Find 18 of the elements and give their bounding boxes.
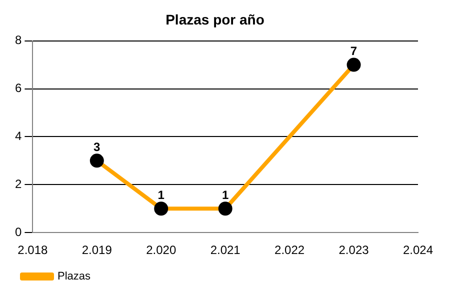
x-tick-label: 2.023 bbox=[338, 243, 370, 258]
y-tick-label: 6 bbox=[14, 81, 22, 96]
y-tick-label: 2 bbox=[14, 176, 22, 191]
data-label: 1 bbox=[158, 188, 165, 202]
x-tick-label: 2.019 bbox=[82, 243, 112, 258]
x-tick-label: 2.022 bbox=[274, 243, 305, 258]
data-label: 7 bbox=[350, 44, 358, 58]
data-label: 3 bbox=[94, 140, 101, 154]
y-tick-label: 4 bbox=[14, 129, 22, 144]
y-tick-label: 8 bbox=[14, 33, 22, 48]
legend-label: Plazas bbox=[58, 270, 92, 283]
x-tick-label: 2.020 bbox=[146, 243, 176, 258]
chart-title: Plazas por año bbox=[166, 11, 264, 28]
x-tick-label: 2.018 bbox=[18, 243, 48, 258]
x-tick-label: 2.021 bbox=[210, 243, 241, 258]
y-tick-label: 0 bbox=[14, 224, 22, 239]
data-label: 1 bbox=[222, 188, 229, 202]
x-tick-label: 2.024 bbox=[402, 243, 434, 258]
